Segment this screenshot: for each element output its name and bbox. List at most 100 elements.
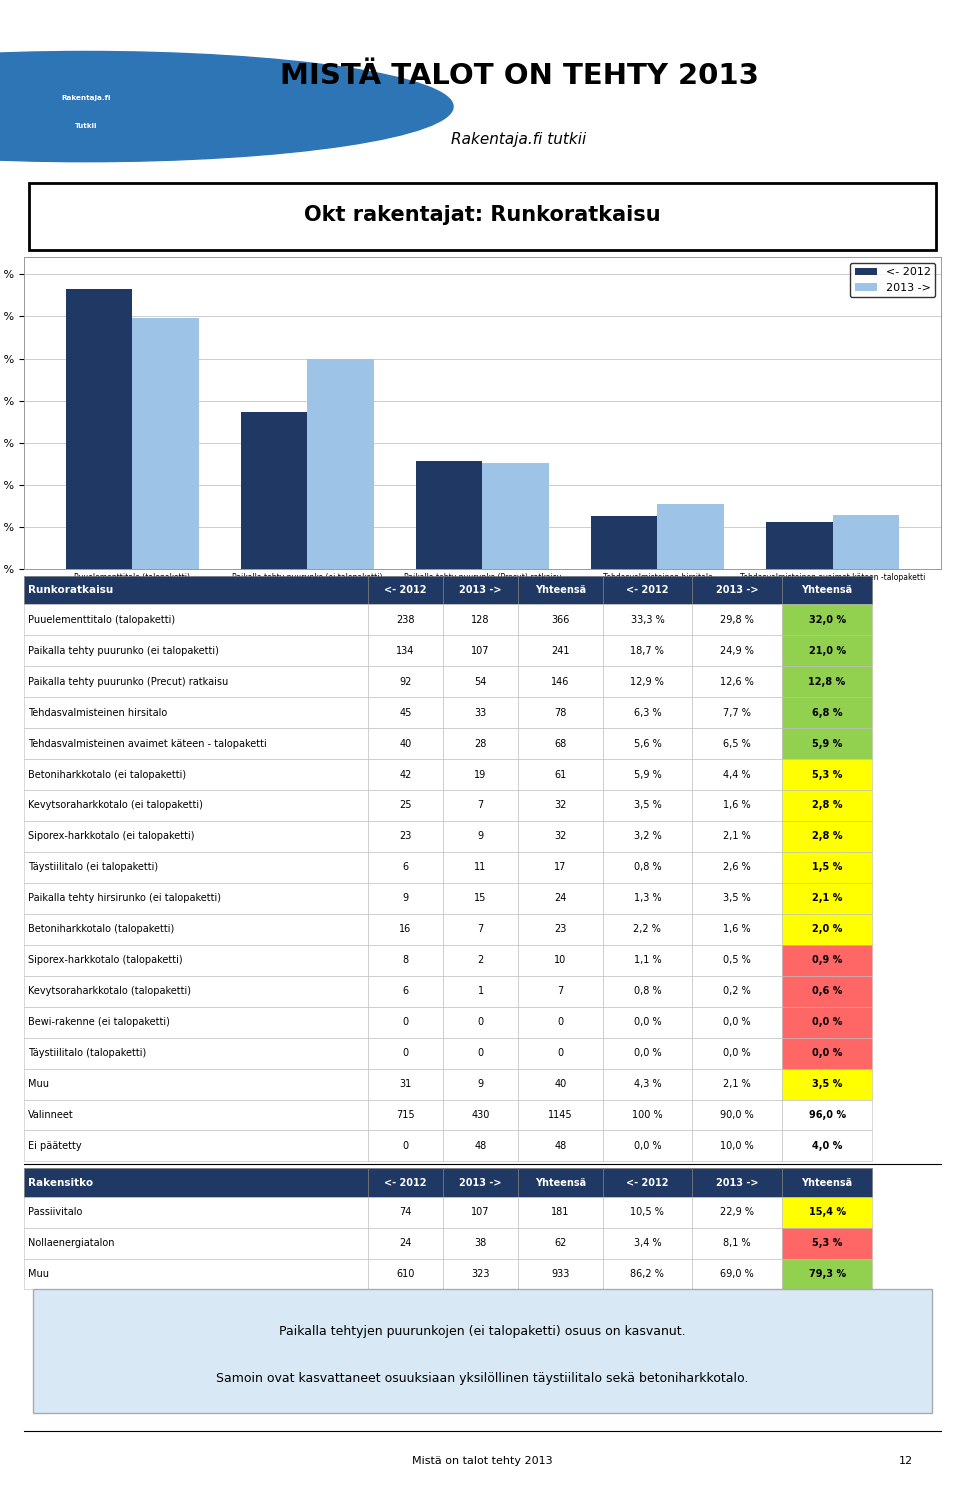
FancyBboxPatch shape: [692, 1100, 782, 1130]
Text: 19: 19: [474, 770, 487, 779]
Text: 24,9 %: 24,9 %: [720, 645, 755, 656]
Text: 12,6 %: 12,6 %: [720, 677, 755, 687]
FancyBboxPatch shape: [368, 760, 443, 790]
FancyBboxPatch shape: [518, 604, 603, 636]
FancyBboxPatch shape: [443, 1068, 518, 1100]
Bar: [65, 289, 132, 570]
Text: 2,1 %: 2,1 %: [724, 832, 751, 841]
Bar: [416, 461, 482, 570]
FancyBboxPatch shape: [603, 1228, 692, 1258]
Text: Rakentaja.fi: Rakentaja.fi: [61, 95, 111, 101]
FancyBboxPatch shape: [518, 576, 603, 604]
FancyBboxPatch shape: [782, 1168, 872, 1197]
Text: 3,5 %: 3,5 %: [634, 800, 661, 811]
Text: Samoin ovat kasvattaneet osuuksiaan yksilöllinen täystiilitalo sekä betoniharkko: Samoin ovat kasvattaneet osuuksiaan yksi…: [216, 1373, 749, 1385]
FancyBboxPatch shape: [443, 851, 518, 883]
FancyBboxPatch shape: [443, 604, 518, 636]
FancyBboxPatch shape: [24, 1130, 368, 1162]
FancyBboxPatch shape: [782, 851, 872, 883]
Text: 134: 134: [396, 645, 415, 656]
FancyBboxPatch shape: [692, 975, 782, 1007]
FancyBboxPatch shape: [518, 975, 603, 1007]
Text: Yhteensä: Yhteensä: [802, 1177, 852, 1188]
Text: 1145: 1145: [548, 1111, 573, 1120]
FancyBboxPatch shape: [29, 182, 936, 250]
Text: 2013 ->: 2013 ->: [459, 585, 502, 595]
Text: <- 2012: <- 2012: [384, 1177, 426, 1188]
FancyBboxPatch shape: [24, 945, 368, 975]
FancyBboxPatch shape: [24, 698, 368, 728]
FancyBboxPatch shape: [368, 1168, 443, 1197]
Text: Rakensitko: Rakensitko: [28, 1177, 93, 1188]
Text: 1,6 %: 1,6 %: [724, 924, 751, 934]
Text: Betoniharkkotalo (ei talopaketti): Betoniharkkotalo (ei talopaketti): [28, 770, 186, 779]
Text: 9: 9: [477, 1079, 484, 1090]
FancyBboxPatch shape: [782, 821, 872, 851]
Bar: [132, 318, 199, 570]
FancyBboxPatch shape: [24, 790, 368, 821]
Text: 10,5 %: 10,5 %: [631, 1207, 664, 1218]
Text: 25: 25: [399, 800, 412, 811]
Text: 0: 0: [402, 1141, 408, 1151]
FancyBboxPatch shape: [603, 1130, 692, 1162]
FancyBboxPatch shape: [24, 1197, 368, 1228]
FancyBboxPatch shape: [24, 1168, 368, 1197]
Bar: [307, 360, 373, 570]
Text: 23: 23: [399, 832, 412, 841]
Text: 2013 ->: 2013 ->: [716, 1177, 758, 1188]
Text: Valinneet: Valinneet: [28, 1111, 73, 1120]
Text: 100 %: 100 %: [632, 1111, 662, 1120]
Text: 4,4 %: 4,4 %: [724, 770, 751, 779]
Text: 8,1 %: 8,1 %: [724, 1239, 751, 1248]
Text: 40: 40: [399, 738, 412, 749]
Text: 4,0 %: 4,0 %: [812, 1141, 842, 1151]
Text: 6,5 %: 6,5 %: [724, 738, 751, 749]
FancyBboxPatch shape: [603, 883, 692, 913]
FancyBboxPatch shape: [518, 1228, 603, 1258]
Text: 933: 933: [551, 1269, 569, 1279]
FancyBboxPatch shape: [692, 760, 782, 790]
FancyBboxPatch shape: [443, 1038, 518, 1068]
Text: 5,3 %: 5,3 %: [812, 770, 842, 779]
Text: Paikalla tehty puurunko (ei talopaketti): Paikalla tehty puurunko (ei talopaketti): [28, 645, 219, 656]
FancyBboxPatch shape: [692, 790, 782, 821]
FancyBboxPatch shape: [603, 1197, 692, 1228]
FancyBboxPatch shape: [368, 1258, 443, 1290]
FancyBboxPatch shape: [692, 576, 782, 604]
Text: 0,8 %: 0,8 %: [634, 986, 661, 996]
FancyBboxPatch shape: [518, 913, 603, 945]
Text: 3,4 %: 3,4 %: [634, 1239, 661, 1248]
FancyBboxPatch shape: [692, 1130, 782, 1162]
Text: 6: 6: [402, 986, 408, 996]
Text: 10: 10: [554, 955, 566, 966]
FancyBboxPatch shape: [24, 1258, 368, 1290]
FancyBboxPatch shape: [24, 1228, 368, 1258]
FancyBboxPatch shape: [443, 913, 518, 945]
FancyBboxPatch shape: [368, 1228, 443, 1258]
FancyBboxPatch shape: [692, 821, 782, 851]
Text: Tehdasvalmisteinen hirsitalo: Tehdasvalmisteinen hirsitalo: [28, 708, 167, 717]
Text: 323: 323: [471, 1269, 490, 1279]
Text: 24: 24: [399, 1239, 412, 1248]
Text: 74: 74: [399, 1207, 412, 1218]
Text: Ei päätetty: Ei päätetty: [28, 1141, 82, 1151]
FancyBboxPatch shape: [368, 975, 443, 1007]
FancyBboxPatch shape: [603, 698, 692, 728]
Text: 8: 8: [402, 955, 408, 966]
FancyBboxPatch shape: [443, 883, 518, 913]
FancyBboxPatch shape: [518, 1168, 603, 1197]
FancyBboxPatch shape: [24, 760, 368, 790]
Text: Yhteensä: Yhteensä: [802, 585, 852, 595]
Text: 38: 38: [474, 1239, 487, 1248]
Text: 1: 1: [477, 986, 484, 996]
Text: 6,3 %: 6,3 %: [634, 708, 661, 717]
Text: 146: 146: [551, 677, 569, 687]
FancyBboxPatch shape: [368, 790, 443, 821]
FancyBboxPatch shape: [518, 790, 603, 821]
Text: 3,2 %: 3,2 %: [634, 832, 661, 841]
FancyBboxPatch shape: [782, 604, 872, 636]
Text: 10,0 %: 10,0 %: [720, 1141, 755, 1151]
Text: <- 2012: <- 2012: [384, 585, 426, 595]
Text: 12: 12: [900, 1456, 913, 1466]
FancyBboxPatch shape: [443, 636, 518, 666]
